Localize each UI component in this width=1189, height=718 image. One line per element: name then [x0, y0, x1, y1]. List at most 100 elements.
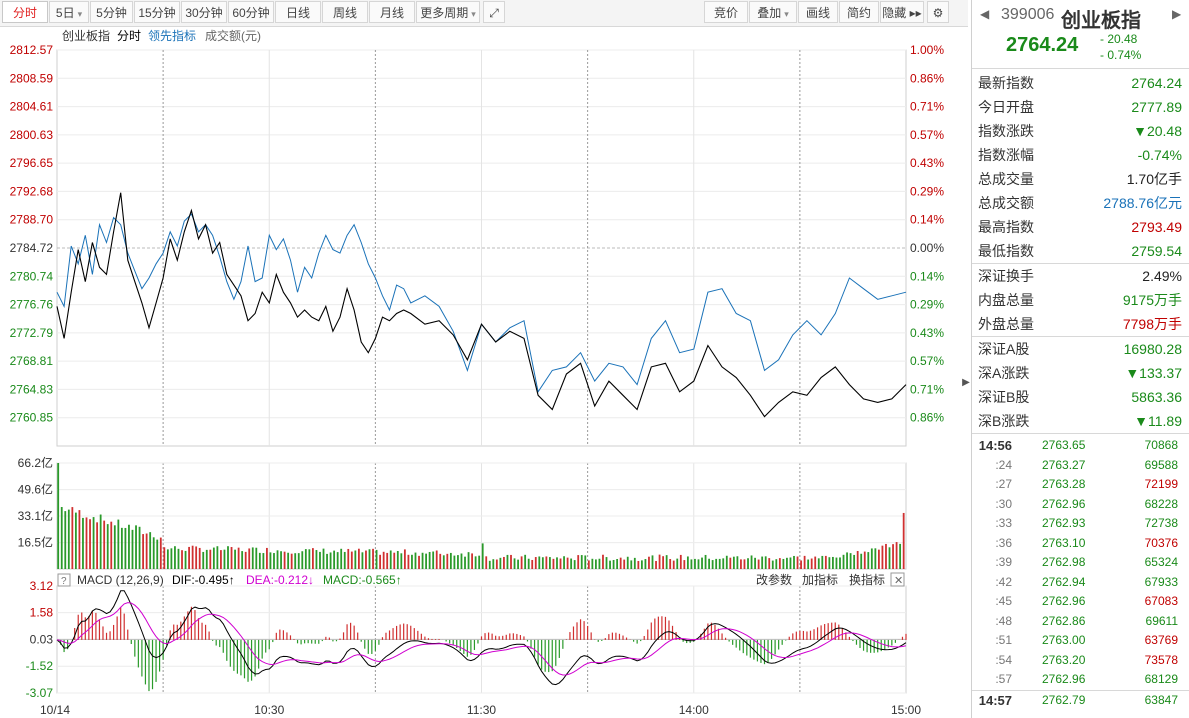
period-tab-5[interactable]: 60分钟 [228, 1, 274, 23]
help-icon[interactable] [57, 573, 71, 587]
price-change-pct: - 0.74% [1100, 48, 1142, 62]
price-tick-label: 2792.68 [10, 184, 54, 198]
pct-tick-label: 0.86% [910, 411, 944, 425]
volume-bar [191, 545, 194, 569]
volume-bar [708, 558, 710, 569]
intraday-chart[interactable]: 创业板指 分时 领先指标 成交额(元) 2812.57 2808.59 2804.6… [0, 26, 962, 718]
tick-row: :51 2763.00 63769 [972, 631, 1189, 651]
volume-bar [513, 558, 516, 569]
period-tab-0[interactable]: 分时 [2, 1, 48, 23]
volume-tick-label: 33.1亿 [18, 508, 53, 523]
legend-lead-indicator: 领先指标 [148, 28, 196, 43]
tick-row: :33 2762.93 72738 [972, 514, 1189, 534]
tool-button-3[interactable]: 简约 [839, 1, 879, 23]
volume-bar [375, 549, 378, 569]
volume-bar [297, 553, 300, 569]
tick-list: 14:56 2763.65 70868:24 2763.27 69588:27 2763.… [972, 434, 1189, 710]
tool-button-0[interactable]: 竞价 [704, 1, 748, 23]
close-icon[interactable] [890, 572, 905, 587]
volume-bar [396, 550, 399, 569]
volume-bar [651, 555, 654, 569]
volume-bar [626, 556, 629, 569]
add-indicator-button[interactable]: 加指标 [802, 572, 838, 587]
volume-axis: 66.2亿 49.6亿 33.1亿 16.5亿 [18, 455, 53, 550]
volume-bar [768, 558, 771, 569]
volume-bar [658, 554, 661, 569]
chart-legend: 创业板指 分时 领先指标 成交额(元) [62, 28, 261, 43]
volume-bar [503, 556, 505, 569]
tick-row: :24 2763.27 69588 [972, 456, 1189, 476]
volume-bar [814, 556, 817, 569]
period-tab-2[interactable]: 5分钟 [90, 1, 133, 23]
volume-bar [648, 556, 650, 569]
volume-bar [637, 560, 640, 569]
volume-bar [849, 553, 852, 569]
volume-bar [732, 556, 735, 569]
volume-bar [701, 557, 703, 569]
tool-button-4[interactable]: 隐藏 ▸▸ [880, 1, 924, 23]
volume-bar [580, 555, 583, 569]
volume-bar [690, 559, 693, 569]
volume-bar [895, 542, 898, 569]
swap-indicator-button[interactable]: 换指标 [849, 572, 885, 587]
volume-bar [807, 559, 810, 569]
volume-bar [679, 554, 682, 569]
period-tab-6[interactable]: 日线 [275, 1, 321, 23]
period-tab-9[interactable]: 更多周期 [416, 1, 480, 23]
volume-bar [623, 559, 626, 569]
volume-bar [389, 550, 392, 569]
period-tab-8[interactable]: 月线 [369, 1, 415, 23]
period-tab-3[interactable]: 15分钟 [134, 1, 180, 23]
volume-bar [230, 547, 233, 569]
tick-price: 2762.96 [1042, 496, 1086, 511]
tick-volume: 69588 [1144, 457, 1178, 472]
volume-bar [411, 554, 413, 569]
volume-bar [131, 529, 134, 569]
tool-button-1[interactable]: 叠加 [749, 1, 797, 23]
period-tab-7[interactable]: 周线 [322, 1, 368, 23]
stat-row: 外盘总量 7798万手 [972, 312, 1189, 336]
volume-bar [672, 560, 675, 569]
volume-bar [471, 553, 473, 569]
prev-arrow-icon[interactable]: ◀ [980, 7, 990, 21]
stat-value: -0.74% [1137, 147, 1182, 163]
volume-bar [319, 551, 321, 569]
volume-bar [665, 555, 668, 569]
tick-volume: 70868 [1144, 438, 1178, 452]
tick-time: :48 [995, 613, 1012, 628]
volume-bar [421, 552, 424, 569]
tick-row: :45 2762.96 67083 [972, 592, 1189, 612]
volume-bar [357, 548, 360, 569]
volume-bar [524, 554, 527, 569]
volume-bar [761, 556, 764, 569]
volume-bar [676, 558, 679, 569]
tool-button-2[interactable]: 画线 [798, 1, 838, 23]
volume-bar [824, 555, 827, 569]
stat-value: ▼20.48 [1133, 123, 1182, 139]
time-tick-label: 10:30 [254, 703, 284, 717]
volume-bar [598, 558, 601, 569]
volume-bar [135, 525, 137, 569]
volume-bar [142, 534, 144, 569]
stat-label: 内盘总量 [978, 292, 1034, 308]
settings-icon[interactable]: ⚙ [927, 1, 949, 23]
volume-bar [499, 557, 502, 569]
volume-bar [326, 553, 328, 569]
stat-row: 总成交量 1.70亿手 [972, 167, 1189, 191]
stat-row: 最高指数 2793.49 [972, 215, 1189, 239]
next-arrow-icon[interactable]: ▶ [1172, 7, 1182, 21]
period-toolbar: 分时5日5分钟15分钟30分钟60分钟日线周线月线更多周期⤢ 竞价叠加画线简约隐藏… [0, 0, 968, 27]
period-tab-1[interactable]: 5日 [49, 1, 89, 23]
stat-value: 2.49% [1142, 268, 1182, 284]
volume-bar [407, 554, 410, 569]
edit-params-button[interactable]: 改参数 [756, 572, 792, 587]
fullscreen-icon[interactable]: ⤢ [483, 1, 505, 23]
volume-bar [460, 553, 463, 569]
period-tab-4[interactable]: 30分钟 [181, 1, 227, 23]
pct-tick-label: 0.14% [910, 269, 944, 283]
tick-volume: 63847 [1144, 692, 1178, 707]
volume-bar [517, 559, 519, 569]
stat-row: 深证换手 2.49% [972, 264, 1189, 288]
collapse-panel-icon[interactable]: ▶ [962, 377, 970, 388]
volume-bar [393, 552, 396, 569]
